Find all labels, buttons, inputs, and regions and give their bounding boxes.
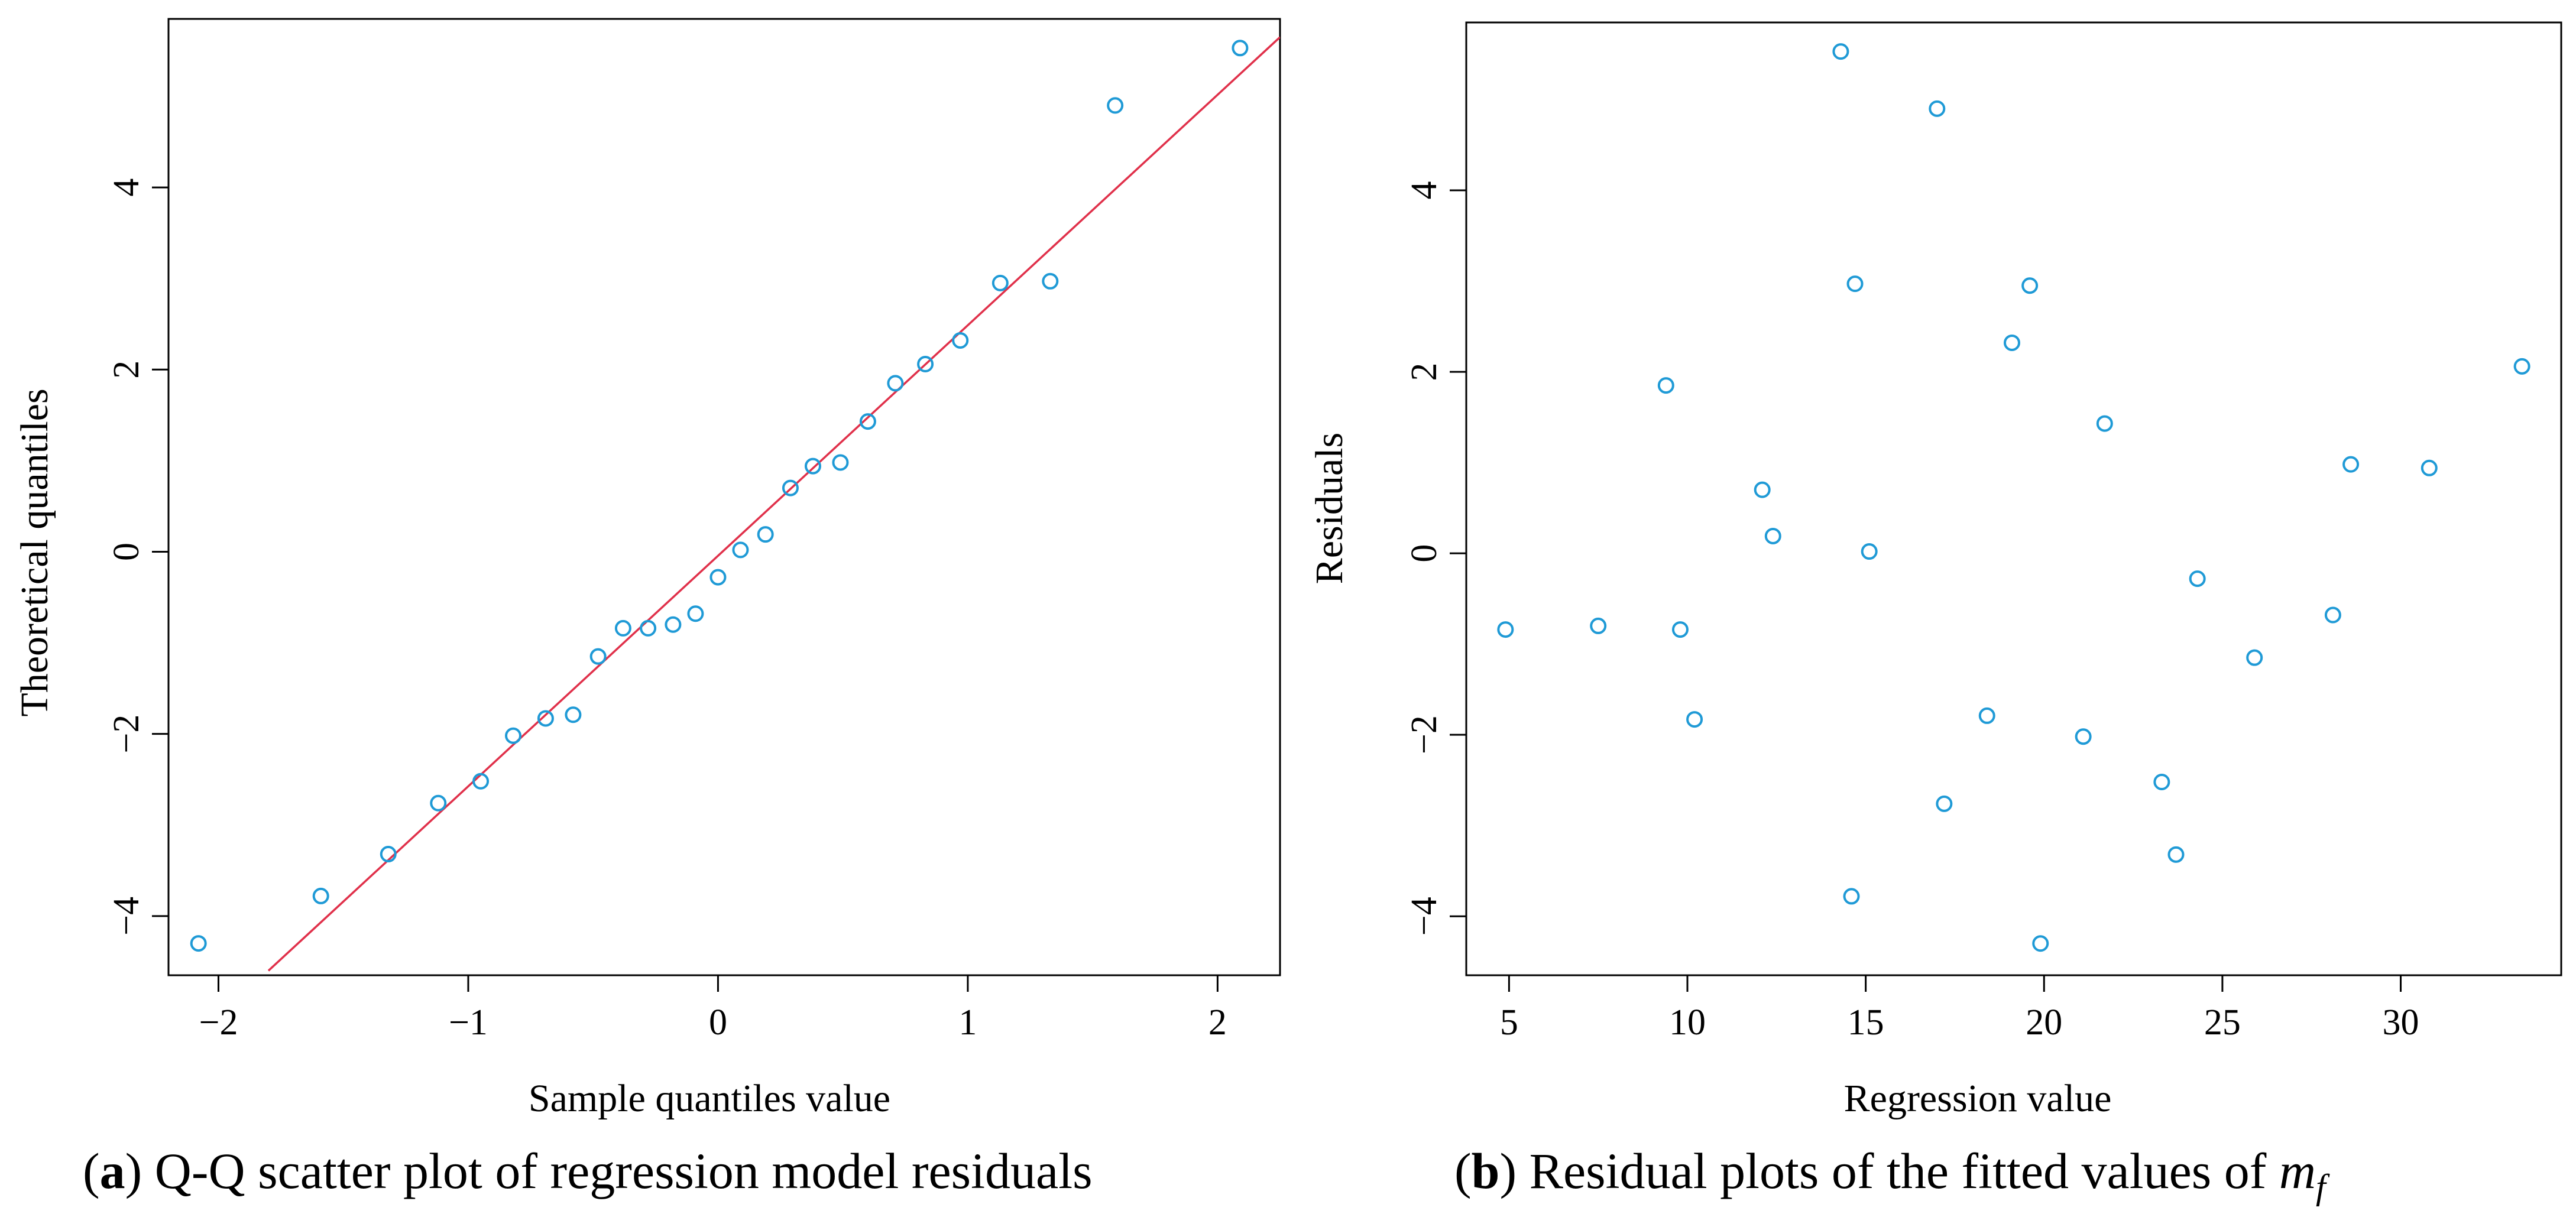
panel-b-data-point — [1846, 275, 1864, 293]
panel-b-data-point — [1754, 481, 1771, 498]
panel-a-x-tick-label: −1 — [449, 1002, 488, 1043]
panel-b-data-point — [1929, 100, 1946, 117]
panel-b-data-point — [1671, 621, 1689, 638]
panel-b-data-point — [1832, 43, 1849, 60]
panel-b-data-point — [2032, 935, 2049, 952]
panel-b-y-tick-label: 2 — [1404, 363, 1444, 381]
panel-b: 5 10 15 20 25 30 −4 −2 0 2 4 Regression value Resi… — [1308, 21, 2562, 1206]
panel-b-data-point — [1936, 795, 1953, 812]
panel-b-x-tick-label: 20 — [2026, 1002, 2062, 1043]
panel-a-x-tick-label: −2 — [199, 1002, 238, 1043]
panel-a-data-point — [1107, 97, 1124, 114]
panel-b-data-point — [2096, 415, 2113, 432]
panel-b-data-point — [2342, 456, 2360, 473]
panel-a-data-point — [472, 773, 490, 790]
panel-a-data-point — [640, 619, 657, 637]
panel-b-caption-letter: b — [1472, 1143, 1500, 1199]
panel-b-axes: 5 10 15 20 25 30 −4 −2 0 2 4 — [1404, 21, 2562, 1043]
panel-a-x-axis-title: Sample quantiles value — [529, 1077, 890, 1120]
panel-b-y-tick-label: −4 — [1404, 897, 1444, 936]
panel-a-data-point — [859, 413, 876, 430]
panel-a-y-axis-title: Theoretical quantiles — [13, 388, 56, 716]
panel-a-data-point — [991, 274, 1009, 291]
panel-a-data-point — [190, 935, 207, 952]
panel-a-data-point — [757, 526, 774, 543]
panel-b-x-tick-label: 10 — [1669, 1002, 1706, 1043]
panel-b-data-point — [2075, 728, 2092, 745]
panel-a-data-point — [732, 541, 749, 559]
panel-a-y-tick-label: −4 — [106, 897, 147, 936]
panel-b-data-point — [2246, 649, 2263, 666]
panel-b-data-point — [2003, 334, 2020, 351]
panel-a-data-point — [1232, 40, 1249, 57]
panel-b-x-tick-label: 15 — [1848, 1002, 1884, 1043]
panel-b-data-point — [1978, 707, 1995, 724]
panel-a-data-point — [380, 846, 397, 863]
panel-a-y-tick-label: 2 — [106, 361, 147, 379]
panel-a-data-point — [565, 706, 582, 723]
panel-a-data-point — [505, 727, 522, 744]
panel-b-y-tick-label: −2 — [1404, 715, 1444, 754]
panel-b-data-point — [2021, 277, 2039, 294]
panel-a-reference-line — [267, 36, 1280, 972]
panel-b-data-point — [1590, 617, 1607, 634]
panel-b-data-point — [2324, 606, 2341, 624]
panel-a-data-point — [1042, 272, 1059, 290]
panel-a-data-point — [804, 457, 821, 475]
panel-b-y-tick-label: 0 — [1404, 544, 1444, 563]
panel-b-x-tick-label: 30 — [2383, 1002, 2419, 1043]
panel-b-data-point — [2153, 773, 2170, 790]
panel-a-data-point — [665, 616, 682, 633]
panel-a-data-point — [589, 648, 607, 665]
panel-a-y-tick-label: −2 — [106, 715, 147, 754]
panel-b-data-point — [2189, 570, 2206, 588]
panel-b-data-point — [1657, 377, 1674, 394]
panel-a-data-point — [952, 332, 969, 349]
panel-a-data-point — [312, 887, 329, 904]
panel-a-x-tick-label: 2 — [1208, 1002, 1227, 1043]
panel-b-x-tick-label: 25 — [2204, 1002, 2241, 1043]
panel-a-data-point — [614, 619, 631, 637]
panel-a-plot-frame — [167, 18, 1281, 976]
panel-b-caption-math: m — [2279, 1143, 2316, 1199]
panel-b-y-tick-label: 4 — [1404, 181, 1444, 200]
panel-b-data-point — [2513, 358, 2530, 375]
panel-b-data-point — [1764, 527, 1781, 544]
panel-b-data-point — [1861, 543, 1878, 560]
panel-a-data-point — [887, 375, 904, 392]
panel-a-data-point — [782, 479, 799, 496]
panel-a-data-point — [430, 794, 447, 812]
panel-b-caption: (b) Residual plots of the fitted values … — [1454, 1143, 2330, 1206]
panel-b-caption-sub: f — [2316, 1167, 2330, 1206]
panel-b-x-tick-label: 5 — [1500, 1002, 1518, 1043]
panel-b-plot-frame — [1465, 21, 2562, 976]
panel-a-data-point — [917, 356, 934, 373]
panel-a: −2 −1 0 1 2 −4 −2 0 2 4 Sample quantiles value Th… — [13, 18, 1281, 1199]
panel-b-data-point — [2421, 459, 2438, 476]
panel-a-data-point — [709, 569, 727, 586]
panel-a-data-point — [687, 605, 704, 622]
panel-a-caption-text: Q-Q scatter plot of regression model res… — [142, 1143, 1092, 1199]
panel-b-data-point — [1497, 621, 1514, 638]
panel-a-x-tick-label: 0 — [709, 1002, 727, 1043]
panel-a-y-tick-label: 4 — [106, 179, 147, 197]
panel-a-caption: (a) Q-Q scatter plot of regression model… — [83, 1143, 1093, 1199]
panel-a-y-tick-label: 0 — [106, 543, 147, 561]
panel-b-y-axis-title: Residuals — [1308, 433, 1351, 585]
panel-b-x-axis-title: Regression value — [1844, 1077, 2112, 1120]
panel-a-data-point — [832, 454, 849, 471]
panel-a-data-point — [537, 710, 554, 727]
panel-b-data-point — [1686, 711, 1703, 728]
panel-a-caption-letter: a — [100, 1143, 125, 1199]
panel-b-data-point — [1843, 888, 1860, 905]
panel-b-caption-text: Residual plots of the fitted values of — [1517, 1143, 2279, 1199]
panel-a-x-tick-label: 1 — [958, 1002, 977, 1043]
panel-a-axes: −2 −1 0 1 2 −4 −2 0 2 4 — [106, 18, 1281, 1043]
panel-b-data-point — [2167, 846, 2185, 863]
